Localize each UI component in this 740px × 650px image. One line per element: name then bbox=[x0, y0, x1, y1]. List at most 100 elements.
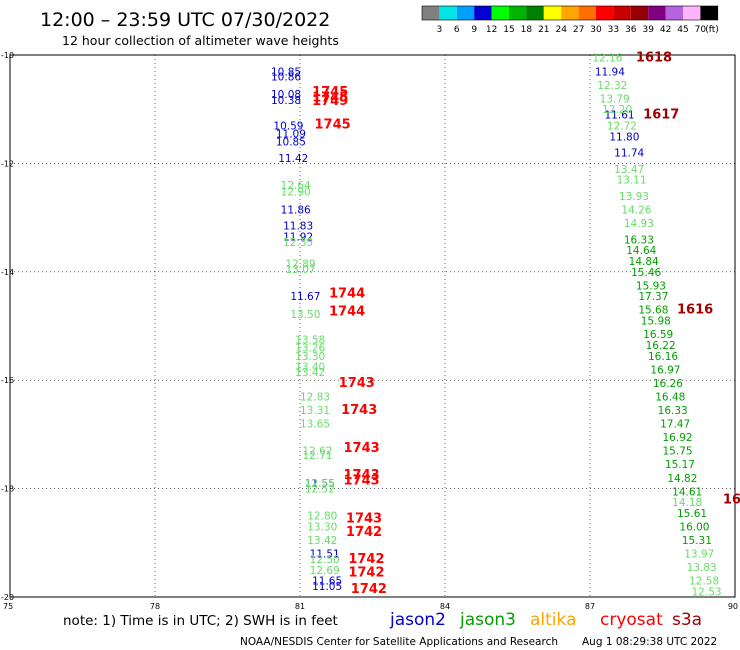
data-label-jason3-light: 13.50 bbox=[290, 309, 320, 321]
data-label-jason2: 10.86 bbox=[271, 72, 301, 84]
colorbar-swatch bbox=[578, 6, 596, 20]
y-tick-label: -18 bbox=[1, 485, 14, 494]
x-tick-labels: 75 78 81 84 87 90 bbox=[3, 602, 738, 611]
data-label-jason2: 11.09 bbox=[276, 129, 306, 141]
colorbar-label: 3 bbox=[437, 25, 443, 35]
data-label-jason3: 14.61 bbox=[672, 486, 702, 498]
y-tick-labels: -10 -12 -14 -16 -18 -20 bbox=[1, 51, 14, 602]
footer-note: note: 1) Time is in UTC; 2) SWH is in fe… bbox=[63, 613, 338, 629]
data-label-jason3: 16.22 bbox=[646, 340, 676, 352]
legend-altika: altika bbox=[530, 610, 577, 630]
colorbar-swatch bbox=[509, 6, 527, 20]
colorbar-label: 12 bbox=[486, 25, 497, 35]
data-label-cryosat: 1742 bbox=[348, 566, 384, 581]
data-label-jason3: 16.00 bbox=[679, 522, 709, 534]
data-label-jason3-light: 13.93 bbox=[619, 191, 649, 203]
colorbar-label: 39 bbox=[642, 25, 654, 35]
x-tick-label: 81 bbox=[295, 602, 305, 611]
data-label-jason3-light: 12.89 bbox=[286, 259, 316, 271]
data-label-jason2: 11.92 bbox=[283, 232, 313, 244]
colorbar-swatch bbox=[700, 6, 718, 20]
data-label-jason3: 14.82 bbox=[667, 473, 697, 485]
data-label-s3a: 1617 bbox=[643, 108, 679, 123]
x-tick-label: 87 bbox=[585, 602, 595, 611]
data-label-cryosat: 1743 bbox=[341, 403, 377, 418]
data-label-jason3-light: 12.55 bbox=[305, 478, 335, 490]
colorbar: 3 6 9 12 15 18 21 24 27 30 33 36 39 42 45 70 bbox=[421, 5, 719, 35]
legend-jason3: jason3 bbox=[459, 610, 516, 630]
y-tick-label: -12 bbox=[1, 159, 14, 168]
data-label-jason3: 14.84 bbox=[629, 256, 659, 268]
y-tick-label: -14 bbox=[1, 268, 14, 277]
data-label-jason3-light: 12.64 bbox=[281, 180, 311, 192]
data-label-jason3-light: 14.26 bbox=[621, 204, 651, 216]
data-label-jason3: 14.64 bbox=[626, 245, 656, 257]
data-label-cryosat: 1745 bbox=[312, 85, 348, 100]
data-label-cryosat: 1743 bbox=[339, 376, 375, 391]
data-label-jason3: 16.92 bbox=[663, 432, 693, 444]
data-label-jason2: 10.38 bbox=[271, 95, 301, 107]
data-label-jason3-light: 13.30 bbox=[307, 522, 337, 534]
colorbar-swatch bbox=[561, 6, 579, 20]
data-label-jason3-light: 14.18 bbox=[672, 497, 702, 509]
colorbar-swatch bbox=[526, 6, 544, 20]
colorbar-label: 21 bbox=[538, 25, 549, 35]
data-label-jason3: 15.68 bbox=[638, 305, 668, 317]
colorbar-swatch bbox=[422, 6, 440, 20]
data-label-cryosat: 1745 bbox=[312, 90, 348, 105]
data-label-jason3: 16.26 bbox=[653, 378, 683, 390]
data-label-jason3: 17.37 bbox=[638, 291, 668, 303]
data-label-jason2: 10.85 bbox=[271, 66, 301, 78]
data-label-cryosat: 1742 bbox=[348, 552, 384, 567]
gridlines bbox=[10, 55, 735, 597]
data-label-jason3: 17.47 bbox=[660, 419, 690, 431]
data-label-jason3-light: 12.69 bbox=[310, 565, 340, 577]
data-label-jason3: 16.16 bbox=[648, 351, 678, 363]
colorbar-swatch bbox=[630, 6, 649, 20]
colorbar-label: 45 bbox=[677, 25, 688, 35]
data-label-jason2: 10.08 bbox=[271, 89, 301, 101]
y-tick-label: -16 bbox=[1, 376, 14, 385]
colorbar-swatch bbox=[596, 6, 614, 20]
data-label-jason3-light: 12.90 bbox=[281, 187, 311, 199]
chart-title: 12:00 – 23:59 UTC 07/30/2022 bbox=[40, 9, 330, 31]
data-label-jason3-light: 13.40 bbox=[295, 362, 325, 374]
data-label-jason2: 11.94 bbox=[595, 66, 625, 78]
data-label-jason3-light: 13.65 bbox=[300, 419, 330, 431]
data-label-cryosat: 1749 bbox=[312, 94, 348, 109]
data-label-jason3: 16.59 bbox=[643, 329, 673, 341]
data-label-jason2: 11.80 bbox=[609, 131, 639, 143]
colorbar-label: 33 bbox=[608, 25, 619, 35]
x-tick-label: 84 bbox=[440, 602, 450, 611]
data-label-jason3-light: 13.26 bbox=[295, 343, 325, 355]
data-label-jason3-light: 12.52 bbox=[305, 484, 335, 496]
footer-timestamp: Aug 1 08:29:38 UTC 2022 bbox=[582, 636, 717, 648]
data-label-jason2: 11.67 bbox=[290, 291, 320, 303]
data-label-jason2: 11.83 bbox=[283, 221, 313, 233]
data-label-jason3-light: 13.79 bbox=[600, 93, 630, 105]
data-label-jason3-light: 13.07 bbox=[286, 264, 316, 276]
chart-subtitle: 12 hour collection of altimeter wave hei… bbox=[62, 33, 339, 48]
data-label-s3a: 1616 bbox=[723, 492, 740, 507]
data-label-cryosat: 1744 bbox=[329, 286, 365, 301]
data-label-jason2: 11.51 bbox=[310, 549, 340, 561]
colorbar-label: 70 bbox=[695, 25, 707, 35]
data-label-jason3-light: 12.58 bbox=[689, 576, 719, 588]
data-label-jason3-light: 12.83 bbox=[300, 391, 330, 403]
colorbar-label: 36 bbox=[625, 25, 637, 35]
data-label-jason3: 15.31 bbox=[682, 535, 712, 547]
data-label-jason2: 11.61 bbox=[605, 110, 635, 122]
data-label-jason3: 16.33 bbox=[624, 234, 654, 246]
colorbar-border bbox=[421, 5, 719, 21]
data-label-jason2: 11.55 bbox=[305, 478, 335, 490]
colorbar-label: 27 bbox=[573, 25, 584, 35]
data-label-jason2: 11.74 bbox=[614, 148, 644, 160]
data-label-jason3: 16.97 bbox=[650, 364, 680, 376]
legend-s3a: s3a bbox=[672, 610, 702, 630]
data-label-jason3: 16.48 bbox=[655, 391, 685, 403]
x-tick-label: 90 bbox=[728, 602, 738, 611]
data-label-jason3-light: 13.31 bbox=[300, 405, 330, 417]
data-label-cryosat: 1745 bbox=[315, 117, 351, 132]
data-label-jason3-light: 12.53 bbox=[692, 587, 722, 599]
